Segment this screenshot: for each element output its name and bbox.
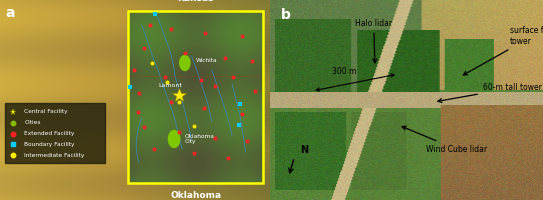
Text: Halo lidar: Halo lidar <box>355 19 392 63</box>
Text: Extended Facility: Extended Facility <box>24 131 75 136</box>
Text: Wichita: Wichita <box>195 58 217 62</box>
Bar <box>128 11 263 183</box>
Text: b: b <box>281 8 291 22</box>
Text: Wind Cube lidar: Wind Cube lidar <box>402 126 487 154</box>
Text: Boundary Facility: Boundary Facility <box>24 142 75 147</box>
Text: Intermediate Facility: Intermediate Facility <box>24 153 85 158</box>
Bar <box>5 103 105 163</box>
Text: Kansas: Kansas <box>178 0 214 3</box>
Text: surface flux
tower: surface flux tower <box>463 26 543 75</box>
Text: Lamont: Lamont <box>159 83 182 88</box>
Text: Cities: Cities <box>24 120 41 125</box>
Text: 60-m tall tower: 60-m tall tower <box>438 83 542 102</box>
Text: N: N <box>300 145 308 155</box>
Ellipse shape <box>168 130 180 148</box>
Text: Oklahoma: Oklahoma <box>170 191 221 200</box>
Text: Oklahoma
City: Oklahoma City <box>185 134 214 144</box>
Text: Central Facility: Central Facility <box>24 110 68 114</box>
Text: a: a <box>5 6 15 20</box>
Ellipse shape <box>180 55 190 71</box>
Text: 300 m: 300 m <box>332 68 357 76</box>
